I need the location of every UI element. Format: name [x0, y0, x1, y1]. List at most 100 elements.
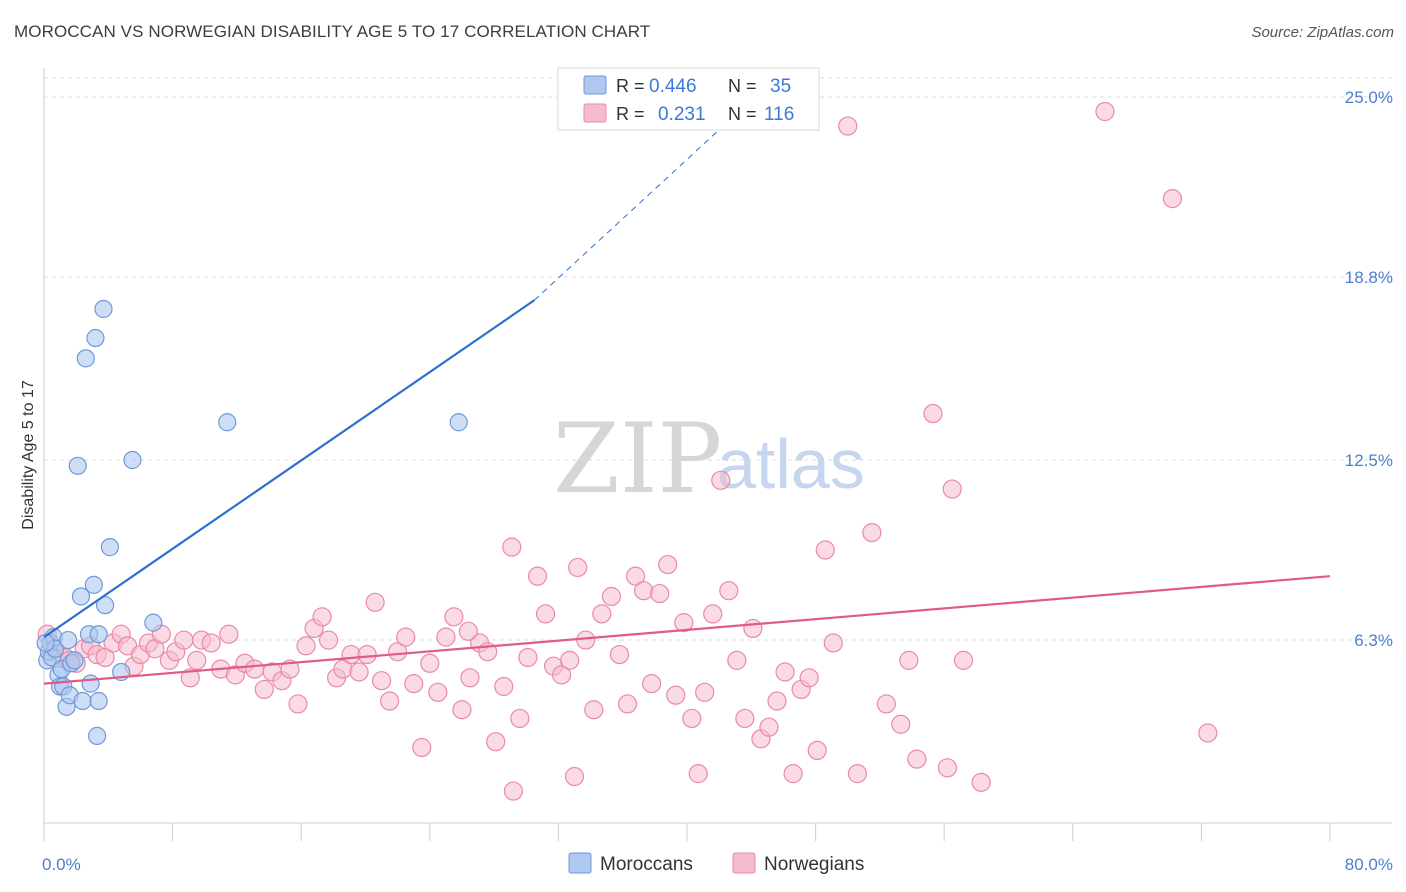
norwegian-point [560, 650, 580, 670]
bottom-legend-moroccans: Moroccans [600, 854, 693, 875]
norwegian-point [775, 662, 795, 682]
axes [43, 68, 1392, 841]
moroccan-point [76, 349, 95, 368]
norwegian-point [807, 740, 827, 761]
norwegian-point [404, 674, 424, 694]
norwegian-point [187, 650, 207, 670]
norwegian-point [388, 642, 408, 662]
moroccan-point [81, 674, 100, 693]
legend-r-moroccan: 0.446 [649, 76, 697, 97]
norwegian-point [288, 694, 308, 714]
bottom-legend: Moroccans Norwegians [568, 852, 864, 875]
norwegian-point [592, 604, 612, 624]
norwegian-trendline [43, 575, 1331, 685]
norwegian-point [674, 613, 694, 633]
norwegian-point [365, 592, 385, 612]
norwegian-point [219, 624, 239, 644]
norwegian-point [552, 665, 572, 685]
moroccan-series [36, 299, 468, 745]
norwegian-point [876, 694, 896, 714]
norwegian-point [510, 708, 530, 729]
legend-box: R = 0.446 N = 35 R = 0.231 N = 116 [557, 67, 820, 131]
legend-r-label-moroccan: R = [616, 76, 645, 96]
norwegian-point [799, 668, 819, 688]
norwegian-point [452, 700, 472, 720]
norwegian-point [254, 679, 274, 700]
norwegian-point [564, 766, 585, 787]
legend-n-norwegian: 116 [764, 104, 794, 125]
y-axis-label: Disability Age 5 to 17 [20, 380, 37, 530]
legend-n-label-norwegian: N = [728, 104, 757, 124]
norwegian-point [436, 627, 456, 647]
norwegian-point [568, 557, 588, 578]
norwegian-point [767, 691, 787, 711]
norwegian-point [942, 479, 962, 499]
bottom-legend-swatch-moroccans [568, 852, 592, 874]
moroccan-trendline-extension [533, 87, 765, 301]
bottom-legend-norwegians: Norwegians [764, 854, 864, 875]
norwegian-point [862, 522, 882, 543]
norwegian-point [937, 758, 958, 778]
norwegian-point [244, 659, 265, 679]
moroccan-point [84, 575, 103, 594]
norwegian-point [609, 644, 630, 665]
moroccan-point [68, 456, 87, 475]
norwegian-point [907, 749, 927, 769]
norwegian-point [584, 700, 604, 720]
norwegian-point [711, 470, 731, 490]
norwegian-point [486, 732, 506, 752]
moroccan-point [144, 613, 163, 632]
moroccan-point [123, 450, 142, 470]
moroccan-point [449, 413, 468, 432]
moroccan-point [65, 651, 84, 670]
norwegian-point [396, 627, 416, 647]
norwegian-point [703, 604, 723, 624]
norwegian-point [371, 671, 392, 691]
norwegian-point [1095, 101, 1115, 122]
norwegian-point [460, 668, 480, 688]
norwegian-point [1162, 189, 1183, 209]
norwegian-point [971, 772, 991, 792]
norwegian-point [444, 607, 464, 627]
norwegian-point [953, 650, 974, 670]
norwegian-point [759, 717, 779, 737]
moroccan-point [100, 538, 120, 557]
chart-title: MOROCCAN VS NORWEGIAN DISABILITY AGE 5 T… [14, 22, 651, 41]
norwegian-point [357, 644, 377, 665]
moroccan-point [71, 587, 91, 606]
norwegian-point [201, 633, 221, 653]
norwegian-point [518, 647, 538, 668]
legend-swatch-moroccan [583, 75, 607, 95]
norwegian-point [601, 586, 622, 607]
norwegian-point [642, 674, 662, 694]
norwegian-point [923, 403, 943, 424]
norwegian-point [650, 583, 670, 604]
x-tick-label-max: 80.0% [1345, 855, 1393, 874]
moroccan-point [86, 328, 105, 348]
norwegian-point [695, 682, 715, 702]
norwegian-point [682, 708, 702, 729]
norwegian-point [658, 554, 678, 575]
norwegian-point [847, 764, 867, 784]
y-tick-label: 25.0% [1345, 88, 1393, 107]
moroccan-point [36, 633, 55, 653]
norwegian-point [380, 691, 400, 711]
norwegian-point [815, 540, 835, 560]
norwegian-point [527, 566, 548, 586]
norwegian-point [838, 116, 858, 136]
norwegian-point [727, 650, 747, 670]
norwegian-point [95, 647, 115, 668]
norwegian-point [296, 636, 316, 656]
y-tick-label: 12.5% [1345, 451, 1393, 470]
norwegian-point [617, 694, 638, 714]
y-tick-label: 6.3% [1354, 631, 1393, 650]
norwegian-point [349, 662, 369, 682]
norwegian-point [312, 607, 332, 627]
norwegian-point [318, 630, 339, 650]
y-tick-label: 18.8% [1345, 268, 1393, 287]
moroccan-point [59, 630, 78, 650]
watermark: ZIP atlas [553, 403, 865, 515]
moroccan-point [218, 413, 237, 432]
norwegian-point [174, 630, 194, 650]
